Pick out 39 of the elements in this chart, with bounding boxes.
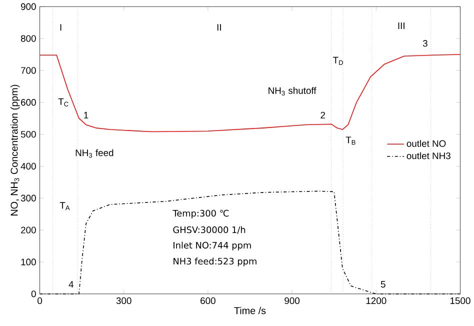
x-tick-label: 900 (284, 298, 300, 304)
x-tick-label: 600 (200, 298, 216, 304)
x-tick-label: 0 (38, 298, 42, 304)
y-tick-label: 900 (21, 3, 36, 10)
annotation: T$_{D}$ (333, 57, 343, 65)
x-tick-label: 1500 (450, 298, 470, 304)
y-tick-label: 700 (21, 67, 36, 74)
y-tick-label: 0 (31, 290, 36, 298)
x-tick-label: 1200 (366, 298, 386, 304)
annotation: 1 (84, 112, 88, 119)
annotation: 2 (320, 112, 326, 119)
annotation: Inlet NO:744 ppm (174, 242, 251, 250)
y-tick-label: 800 (20, 35, 36, 42)
annotation: 3 (422, 40, 428, 47)
legend-label: outlet NO (406, 140, 446, 148)
y-tick-label: 200 (21, 226, 36, 234)
annotation: T$_{C}$ (58, 98, 68, 107)
y-tick-label: 100 (21, 258, 36, 266)
y-axis-title: NO, NH$_{3}$ Concentration (ppm) (10, 85, 20, 216)
annotation: NH3 feed:523 ppm (174, 258, 256, 266)
annotation: III (398, 22, 404, 30)
y-tick-label: 600 (21, 99, 36, 106)
x-tick-label: 300 (116, 298, 132, 304)
y-tick-label: 400 (20, 163, 36, 170)
annotation: 4 (68, 281, 74, 288)
y-tick-label: 300 (20, 194, 36, 202)
line-series (39, 54, 461, 132)
annotation: T$_{A}$ (60, 202, 70, 210)
legend-label: outlet NH3 (406, 152, 450, 160)
annotation: GHSV:30000 1/h (173, 226, 246, 234)
y-tick-label: 500 (20, 131, 36, 138)
x-axis-title: Time /s (234, 307, 266, 314)
annotation: 5 (380, 281, 386, 288)
annotation: I (60, 24, 62, 31)
annotation: Temp:300 ℃ (172, 210, 229, 218)
annotation: II (217, 24, 221, 31)
annotation: NH$_{3}$ feed (76, 149, 114, 158)
annotation: NH$_{3}$ shutoff (268, 87, 316, 96)
annotation: T$_{B}$ (346, 136, 356, 145)
